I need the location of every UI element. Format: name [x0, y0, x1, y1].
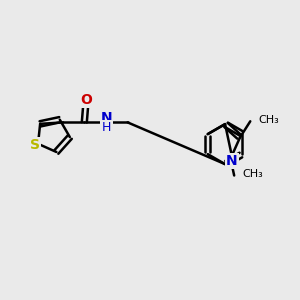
- Text: S: S: [29, 138, 40, 152]
- Text: N: N: [100, 111, 112, 125]
- Text: H: H: [102, 121, 111, 134]
- Text: CH₃: CH₃: [242, 169, 263, 179]
- Text: N: N: [226, 154, 238, 168]
- Text: CH₃: CH₃: [259, 115, 279, 124]
- Text: O: O: [80, 93, 92, 107]
